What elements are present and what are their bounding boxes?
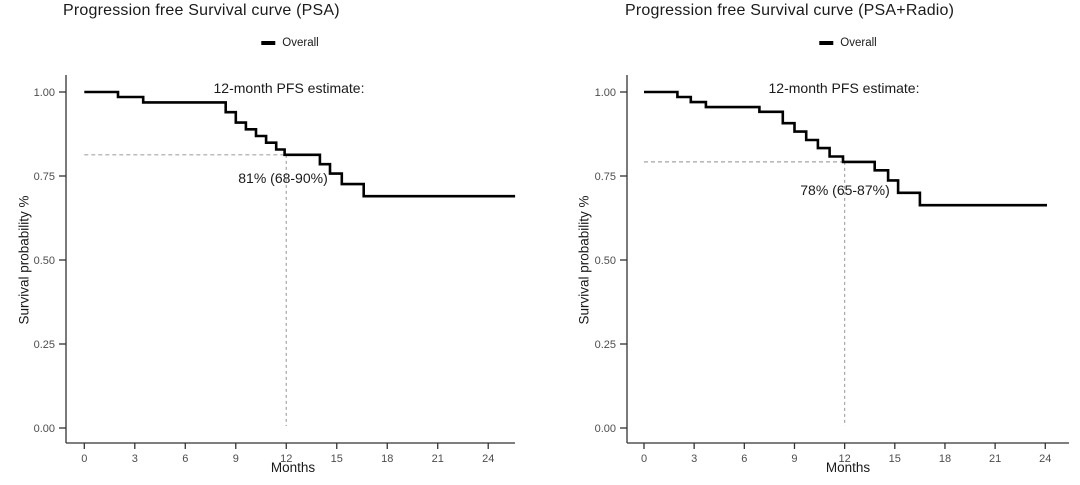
legend-line-swatch (261, 41, 276, 45)
x-tick-label: 3 (691, 453, 697, 465)
x-tick-label: 21 (989, 453, 1001, 465)
legend-right: Overall (819, 37, 877, 49)
km-curve-overall (84, 90, 516, 198)
annotation-estimate-left: 81% (68-90%) (238, 170, 328, 186)
x-tick-label: 3 (132, 453, 138, 465)
x-tick-label: 21 (432, 453, 444, 465)
x-tick-label: 24 (482, 453, 494, 465)
y-tick-label: 1.00 (595, 87, 616, 99)
y-tick-label: 0.25 (34, 339, 55, 351)
y-axis-title-right: Survival probability % (576, 195, 592, 325)
legend-label: Overall (282, 37, 319, 49)
y-tick-label: 0.25 (595, 339, 616, 351)
x-tick-label: 18 (381, 453, 393, 465)
chart-title-right: Progression free Survival curve (PSA+Rad… (625, 2, 955, 19)
legend-label: Overall (840, 37, 877, 49)
y-tick-label: 0.75 (595, 171, 616, 183)
x-tick-label: 24 (1039, 453, 1051, 465)
x-tick-label: 15 (331, 453, 343, 465)
x-tick-label: 18 (939, 453, 951, 465)
y-tick-label: 0.00 (595, 423, 616, 435)
y-tick-label: 1.00 (34, 87, 55, 99)
x-tick-label: 15 (889, 453, 901, 465)
y-tick-label: 0.50 (34, 255, 55, 267)
y-tick-label: 0.00 (34, 423, 55, 435)
x-tick-label: 0 (641, 453, 647, 465)
km-curve-overall (644, 90, 1047, 207)
x-tick-label: 9 (791, 453, 797, 465)
x-tick-label: 6 (182, 453, 188, 465)
legend-line-swatch (819, 41, 834, 45)
x-tick-label: 6 (741, 453, 747, 465)
chart-title-left: Progression free Survival curve (PSA) (63, 2, 340, 19)
y-tick-label: 0.50 (595, 255, 616, 267)
legend-left: Overall (261, 37, 319, 49)
annotation-estimate-right: 78% (65-87%) (800, 182, 890, 198)
x-tick-label: 12 (280, 453, 292, 465)
x-tick-label: 12 (839, 453, 851, 465)
x-axis-title-left: Months (270, 460, 316, 475)
annotation-heading-right: 12-month PFS estimate: (768, 80, 920, 96)
x-tick-label: 0 (81, 453, 87, 465)
x-axis-title-right: Months (825, 460, 871, 475)
y-axis-title-left: Survival probability % (16, 195, 32, 325)
y-tick-label: 0.75 (34, 171, 55, 183)
x-tick-label: 9 (233, 453, 239, 465)
annotation-heading-left: 12-month PFS estimate: (213, 80, 365, 96)
